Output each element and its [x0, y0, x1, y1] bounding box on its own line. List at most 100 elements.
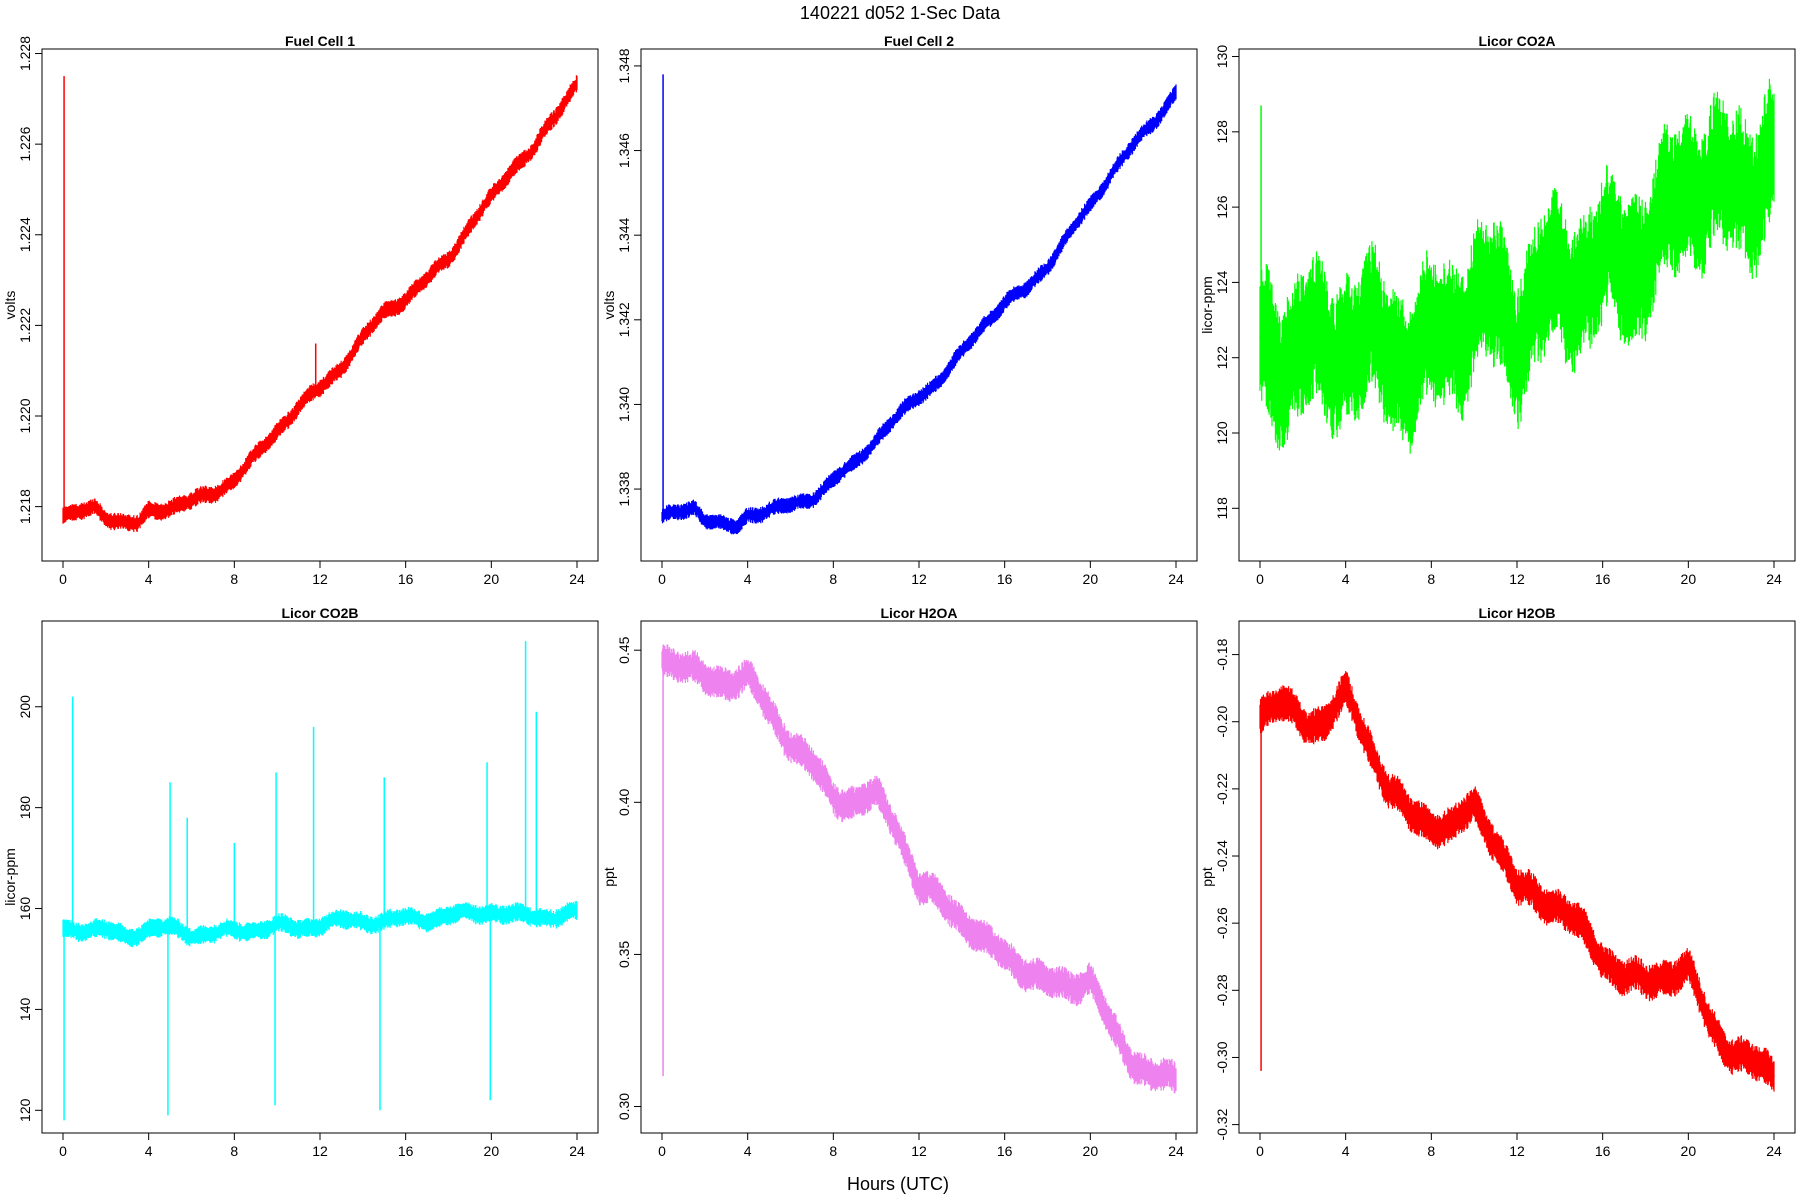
- x-tick-label: 24: [569, 1143, 585, 1159]
- series-noise-band: [62, 75, 578, 533]
- x-tick-label: 8: [230, 571, 238, 587]
- x-tick-label: 16: [398, 1143, 414, 1159]
- panel-1: Fuel Cell 1 volts 0 4 8 12 16 20 24 1.218 1.220 1.2…: [2, 33, 599, 587]
- x-tick-label: 8: [1427, 1143, 1435, 1159]
- y-tick-label: 0.30: [616, 1093, 632, 1120]
- plot-frame: [41, 48, 599, 562]
- panel-2: Fuel Cell 2 volts 0 4 8 12 16 20 24 1.338 1.340 1.3…: [601, 33, 1198, 587]
- y-tick-label: 140: [17, 998, 33, 1022]
- y-tick-label: 1.340: [616, 387, 632, 422]
- x-tick-label: 20: [1681, 571, 1697, 587]
- y-axis-label: volts: [2, 291, 18, 320]
- panels: Fuel Cell 1 volts 0 4 8 12 16 20 24 1.218 1.220 1.2…: [2, 33, 1796, 1159]
- y-tick-label: 1.344: [616, 217, 632, 252]
- y-tick-label: -0.22: [1214, 773, 1230, 805]
- x-tick-label: 24: [1766, 571, 1782, 587]
- y-tick-label: -0.26: [1214, 907, 1230, 939]
- y-tick-label: 1.226: [17, 126, 33, 161]
- x-tick-label: 16: [398, 571, 414, 587]
- y-tick-label: -0.30: [1214, 1041, 1230, 1073]
- y-tick-label: 1.342: [616, 302, 632, 337]
- plot-frame: [640, 48, 1198, 562]
- x-tick-label: 8: [1427, 571, 1435, 587]
- panel-title: Fuel Cell 1: [285, 33, 355, 49]
- series-noise-band: [1259, 671, 1775, 1092]
- x-tick-label: 12: [911, 571, 927, 587]
- x-tick-label: 16: [997, 1143, 1013, 1159]
- x-tick-label: 12: [1509, 1143, 1525, 1159]
- x-tick-label: 24: [1766, 1143, 1782, 1159]
- panel-3: Licor CO2A licor-ppm 0 4 8 12 16 20 24 118 120 122 1…: [1199, 33, 1796, 587]
- x-tick-label: 24: [1168, 571, 1184, 587]
- x-tick-label: 20: [1083, 1143, 1099, 1159]
- y-tick-label: 126: [1214, 195, 1230, 219]
- series-noise-band: [661, 84, 1177, 535]
- x-tick-label: 0: [1256, 1143, 1264, 1159]
- x-tick-label: 0: [658, 1143, 666, 1159]
- x-tick-label: 8: [230, 1143, 238, 1159]
- panel-5: Licor H2OA ppt 0 4 8 12 16 20 24 0.30 0.35 0.40 0.45: [601, 605, 1198, 1159]
- x-tick-label: 0: [59, 571, 67, 587]
- y-tick-label: 118: [1214, 497, 1230, 520]
- x-tick-label: 8: [829, 571, 837, 587]
- y-tick-label: 124: [1214, 271, 1230, 295]
- y-axis-label: ppt: [601, 867, 617, 887]
- x-tick-label: 20: [1083, 571, 1099, 587]
- y-tick-label: 120: [17, 1098, 33, 1122]
- x-tick-label: 0: [59, 1143, 67, 1159]
- series-noise-band: [1259, 78, 1775, 454]
- y-tick-label: 1.228: [17, 36, 33, 71]
- x-tick-label: 12: [312, 1143, 328, 1159]
- x-tick-label: 12: [312, 571, 328, 587]
- x-tick-label: 4: [744, 571, 752, 587]
- y-tick-label: 160: [17, 897, 33, 921]
- x-tick-label: 4: [1342, 1143, 1350, 1159]
- y-tick-label: 130: [1214, 45, 1230, 69]
- series-line: [661, 658, 1177, 1081]
- y-tick-label: 0.45: [616, 636, 632, 663]
- series-line: [1259, 684, 1775, 1077]
- panel-title: Licor CO2A: [1478, 33, 1555, 49]
- series-line: [1259, 146, 1775, 386]
- figure-title: 140221 d052 1-Sec Data: [800, 3, 1001, 23]
- y-tick-label: 200: [17, 695, 33, 719]
- y-tick-label: 180: [17, 796, 33, 820]
- plot-frame: [41, 620, 599, 1134]
- y-tick-label: 0.40: [616, 788, 632, 815]
- y-tick-label: 1.220: [17, 398, 33, 433]
- figure-xlabel: Hours (UTC): [847, 1174, 949, 1194]
- y-tick-label: 1.218: [17, 489, 33, 524]
- y-axis-label: ppt: [1199, 867, 1215, 887]
- y-tick-label: 1.224: [17, 217, 33, 252]
- y-tick-label: -0.20: [1214, 706, 1230, 738]
- series-noise-band: [62, 900, 578, 948]
- y-tick-label: 0.35: [616, 941, 632, 968]
- x-tick-label: 12: [911, 1143, 927, 1159]
- series-line: [661, 91, 1177, 529]
- y-tick-label: 1.346: [616, 133, 632, 168]
- x-tick-label: 4: [744, 1143, 752, 1159]
- panel-title: Licor CO2B: [281, 605, 358, 621]
- x-tick-label: 16: [1595, 571, 1611, 587]
- y-tick-label: 1.348: [616, 48, 632, 83]
- x-tick-label: 24: [569, 571, 585, 587]
- x-tick-label: 0: [658, 571, 666, 587]
- series-noise-band: [661, 644, 1177, 1094]
- x-tick-label: 24: [1168, 1143, 1184, 1159]
- panel-title: Licor H2OB: [1478, 605, 1555, 621]
- y-tick-label: 120: [1214, 421, 1230, 445]
- x-tick-label: 20: [484, 571, 500, 587]
- y-tick-label: -0.32: [1214, 1108, 1230, 1140]
- y-tick-label: -0.28: [1214, 974, 1230, 1006]
- series-line: [62, 82, 578, 525]
- panel-title: Fuel Cell 2: [884, 33, 954, 49]
- x-tick-label: 4: [145, 1143, 153, 1159]
- y-tick-label: 1.338: [616, 471, 632, 506]
- x-tick-label: 0: [1256, 571, 1264, 587]
- x-tick-label: 16: [997, 571, 1013, 587]
- y-tick-label: 128: [1214, 120, 1230, 144]
- y-axis-label: licor-ppm: [1199, 276, 1215, 334]
- panel-title: Licor H2OA: [880, 605, 957, 621]
- y-tick-label: 1.222: [17, 308, 33, 343]
